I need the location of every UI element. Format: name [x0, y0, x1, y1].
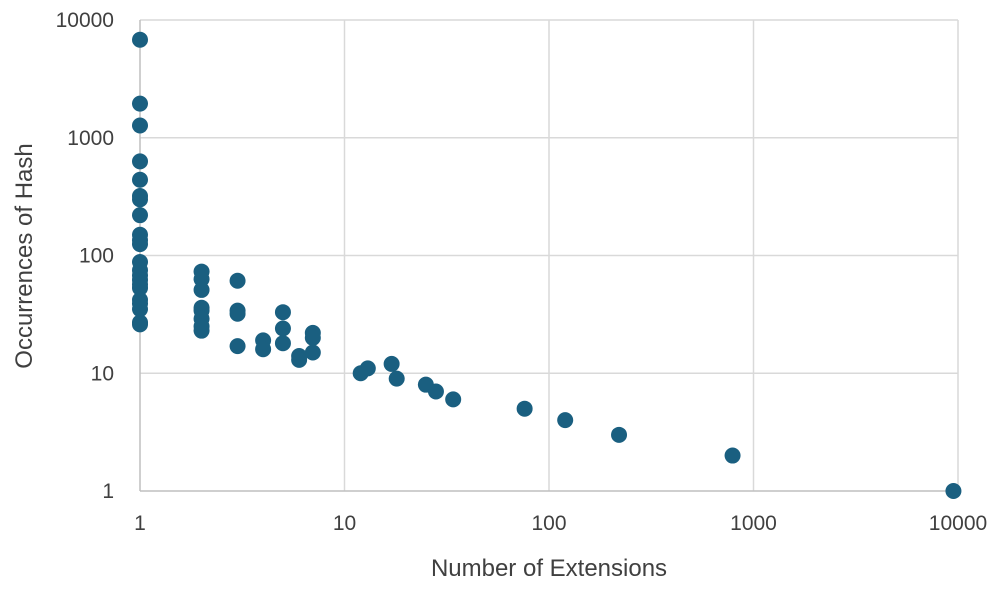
- x-tick-label: 1: [134, 512, 146, 535]
- x-tick-label: 10: [333, 512, 356, 535]
- data-point: [229, 305, 246, 322]
- data-point: [132, 95, 148, 112]
- y-tick-label: 1: [102, 480, 114, 503]
- y-tick-label: 10: [91, 362, 114, 385]
- data-points: [132, 31, 962, 499]
- x-tick-label: 1000: [730, 512, 777, 535]
- data-point: [359, 360, 376, 377]
- data-point: [132, 153, 148, 170]
- data-point: [274, 304, 291, 321]
- data-point: [132, 316, 148, 333]
- x-tick-label: 100: [531, 512, 566, 535]
- data-point: [304, 344, 321, 361]
- data-point: [255, 341, 272, 358]
- data-point: [193, 322, 210, 339]
- x-axis-title: Number of Extensions: [431, 555, 667, 582]
- data-point: [132, 191, 148, 208]
- data-point: [193, 281, 210, 298]
- data-point: [945, 483, 962, 499]
- data-point: [132, 31, 148, 48]
- y-tick-label: 10000: [56, 9, 114, 32]
- data-point: [132, 236, 148, 253]
- data-point: [229, 272, 246, 289]
- data-point: [557, 412, 574, 429]
- data-point: [611, 426, 628, 443]
- gridlines: [140, 19, 959, 491]
- y-tick-label: 100: [79, 245, 114, 268]
- data-point: [383, 355, 400, 372]
- data-point: [388, 370, 405, 387]
- data-point: [132, 117, 148, 134]
- y-axis-title: Occurrences of Hash: [11, 143, 38, 368]
- data-point: [427, 383, 444, 400]
- data-point: [132, 279, 148, 296]
- data-point: [229, 338, 246, 355]
- data-point: [132, 171, 148, 188]
- data-point: [132, 207, 148, 224]
- data-point: [274, 335, 291, 352]
- data-point: [304, 329, 321, 346]
- data-point: [516, 400, 533, 417]
- x-axis-tick-labels: 1 10 100 1000 10000: [134, 512, 987, 535]
- y-tick-label: 1000: [67, 127, 114, 150]
- data-point: [291, 351, 308, 368]
- y-axis-tick-labels: 1 10 100 1000 10000: [56, 9, 114, 503]
- x-tick-label: 10000: [929, 512, 987, 535]
- data-point: [274, 320, 291, 337]
- data-point: [445, 391, 462, 408]
- data-point: [724, 447, 741, 464]
- data-point: [132, 301, 148, 318]
